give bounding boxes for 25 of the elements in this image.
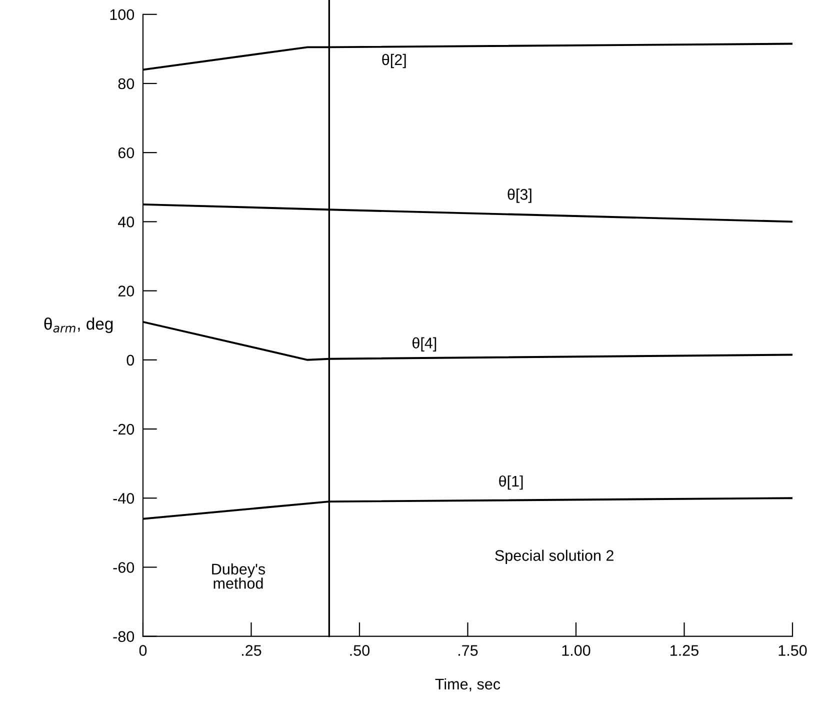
x-tick-label: 0 — [139, 645, 147, 656]
x-tick-label: .25 — [242, 645, 262, 656]
y-axis-title: θ$_{arm}$, deg — [44, 318, 113, 334]
y-tick-label: 100 — [110, 9, 134, 20]
series-label: θ[4] — [412, 337, 436, 352]
y-tick-label: 80 — [118, 78, 134, 90]
y-tick-label: 0 — [126, 354, 134, 366]
annotation: Dubey's method — [212, 563, 266, 589]
x-tick-label: 1.00 — [562, 645, 590, 656]
y-tick-label: 40 — [118, 216, 134, 228]
series-label: θ[2] — [382, 54, 406, 68]
annotation: Special solution 2 — [495, 550, 614, 564]
x-axis-title: Time, sec — [435, 678, 500, 692]
series-label: θ[1] — [499, 475, 523, 490]
y-tick-label: -60 — [113, 562, 134, 573]
y-tick-label: -40 — [113, 492, 134, 504]
y-tick-label: 20 — [118, 286, 134, 296]
x-tick-label: 1.25 — [670, 645, 698, 656]
series-label: θ[3] — [508, 188, 532, 203]
x-tick-label: .75 — [458, 645, 478, 656]
y-tick-label: -20 — [113, 424, 134, 435]
y-tick-label: 60 — [118, 147, 134, 158]
y-tick-label: -80 — [113, 631, 134, 642]
x-tick-label: 1.50 — [778, 645, 807, 656]
x-tick-label: .50 — [350, 645, 370, 656]
